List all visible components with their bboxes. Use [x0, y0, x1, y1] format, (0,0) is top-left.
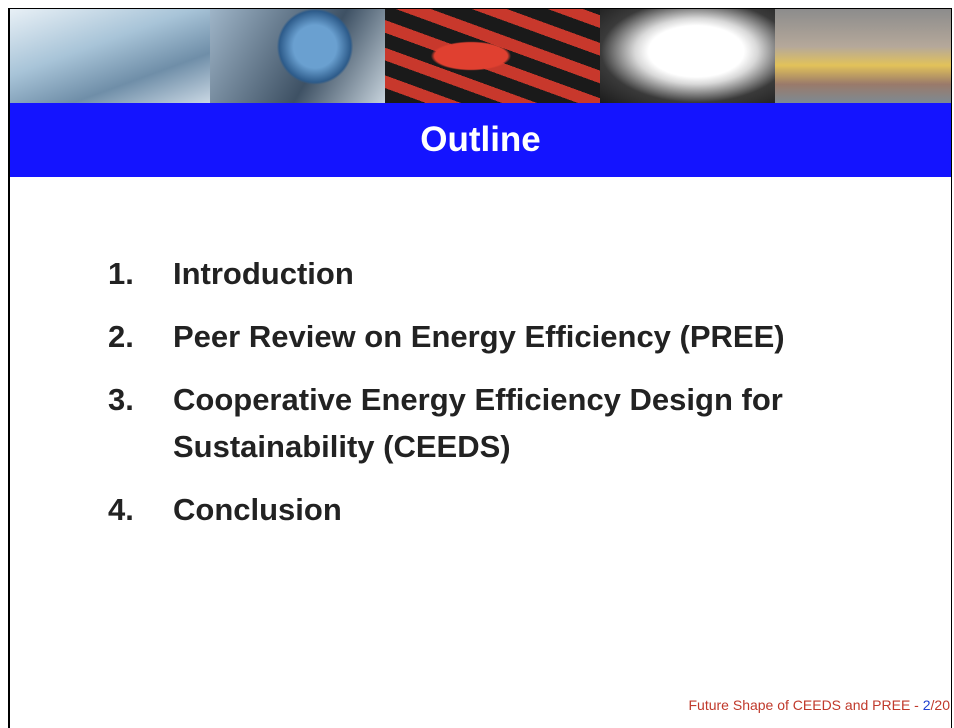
footer-text: Future Shape of CEEDS and PREE -: [689, 697, 923, 713]
slide-title: Outline: [420, 120, 541, 160]
item-text: Peer Review on Energy Efficiency (PREE): [173, 313, 873, 360]
banner-image: [775, 9, 951, 103]
banner-image: [210, 9, 385, 103]
page-total: /20: [931, 697, 950, 713]
item-number: 2.: [108, 313, 173, 360]
item-text: Conclusion: [173, 486, 873, 533]
outline-item: 2.Peer Review on Energy Efficiency (PREE…: [108, 313, 873, 360]
outline-item: 3.Cooperative Energy Efficiency Design f…: [108, 376, 873, 470]
item-text: Cooperative Energy Efficiency Design for…: [173, 376, 873, 470]
banner-image: [600, 9, 775, 103]
outline-item: 1.Introduction: [108, 250, 873, 297]
item-number: 1.: [108, 250, 173, 297]
item-number: 4.: [108, 486, 173, 533]
banner-image: [10, 9, 210, 103]
slide: {"header": {"title": "Outline"}, "items"…: [0, 0, 954, 718]
banner-image: [385, 9, 600, 103]
item-number: 3.: [108, 376, 173, 470]
outline-list: 1.Introduction 2.Peer Review on Energy E…: [108, 250, 873, 549]
title-bar: Outline: [10, 103, 951, 177]
banner-images: [10, 9, 951, 103]
outline-item: 4.Conclusion: [108, 486, 873, 533]
page-number: 2: [923, 697, 931, 713]
item-text: Introduction: [173, 250, 873, 297]
footer: Future Shape of CEEDS and PREE - 2/20: [689, 697, 951, 713]
